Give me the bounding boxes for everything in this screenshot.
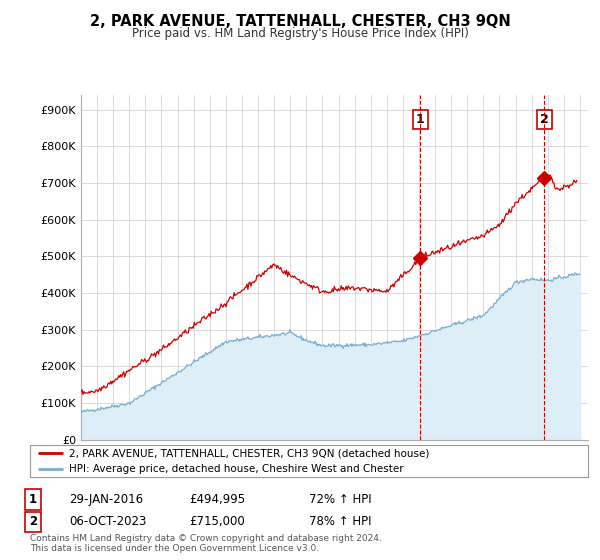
Text: 29-JAN-2016: 29-JAN-2016 bbox=[69, 493, 143, 506]
Text: 2, PARK AVENUE, TATTENHALL, CHESTER, CH3 9QN: 2, PARK AVENUE, TATTENHALL, CHESTER, CH3… bbox=[89, 14, 511, 29]
Text: 72% ↑ HPI: 72% ↑ HPI bbox=[309, 493, 371, 506]
Text: 1: 1 bbox=[416, 113, 425, 126]
Text: 1: 1 bbox=[29, 493, 37, 506]
Text: 78% ↑ HPI: 78% ↑ HPI bbox=[309, 515, 371, 529]
Text: 2: 2 bbox=[539, 113, 548, 126]
Text: £494,995: £494,995 bbox=[189, 493, 245, 506]
Text: 2: 2 bbox=[29, 515, 37, 529]
Text: Price paid vs. HM Land Registry's House Price Index (HPI): Price paid vs. HM Land Registry's House … bbox=[131, 27, 469, 40]
Text: HPI: Average price, detached house, Cheshire West and Chester: HPI: Average price, detached house, Ches… bbox=[69, 464, 404, 474]
Text: 06-OCT-2023: 06-OCT-2023 bbox=[69, 515, 146, 529]
Text: £715,000: £715,000 bbox=[189, 515, 245, 529]
Text: Contains HM Land Registry data © Crown copyright and database right 2024.
This d: Contains HM Land Registry data © Crown c… bbox=[30, 534, 382, 553]
Text: 2, PARK AVENUE, TATTENHALL, CHESTER, CH3 9QN (detached house): 2, PARK AVENUE, TATTENHALL, CHESTER, CH3… bbox=[69, 449, 430, 459]
